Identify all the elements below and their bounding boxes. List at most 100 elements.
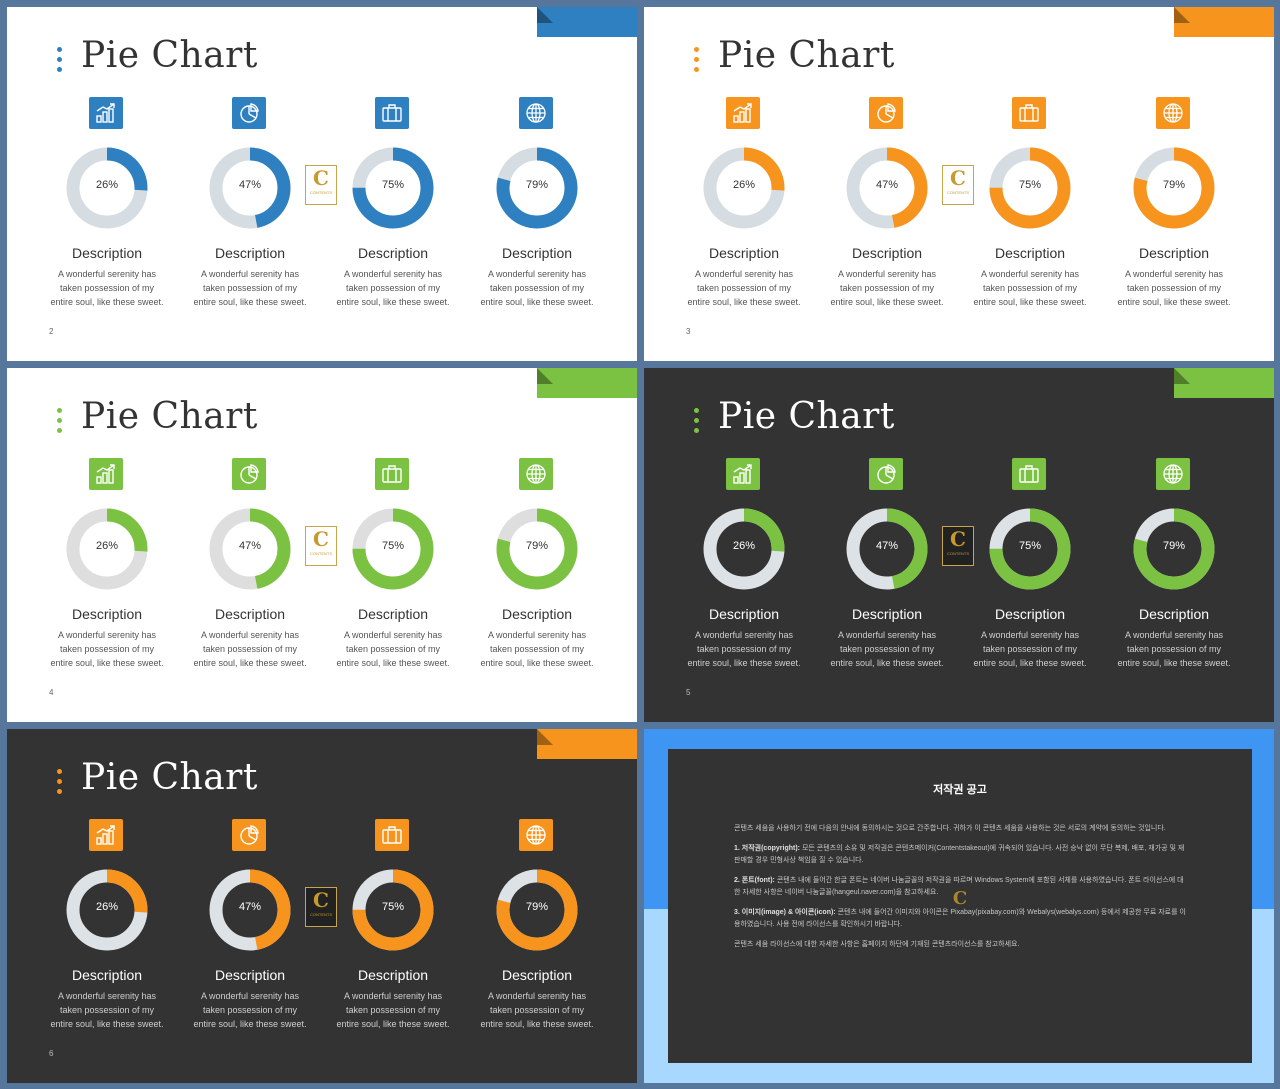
chart-item: 26% Description A wonderful serenity has ta…: [35, 368, 179, 688]
briefcase-icon: [375, 458, 409, 490]
globe-icon: [1156, 458, 1190, 490]
chart-item: 47% Description A wonderful serenity has ta…: [178, 729, 322, 1049]
percent-label: 26%: [95, 540, 119, 552]
corner-ribbon: [537, 368, 637, 398]
description-text: A wonderful serenity has taken possession…: [50, 630, 164, 668]
corner-ribbon: [537, 7, 637, 37]
title-dots: [694, 408, 700, 438]
chart-item: 79% Description A wonderful serenity has ta…: [465, 7, 609, 327]
slide-title: Pie Chart: [718, 396, 895, 437]
description-title: Description: [501, 245, 573, 261]
description-text: A wonderful serenity has taken possession…: [480, 269, 594, 307]
description-text: A wonderful serenity has taken possession…: [193, 991, 307, 1029]
percent-label: 26%: [95, 901, 119, 913]
donut-chart: [66, 869, 148, 951]
contents-logo: C: [952, 888, 968, 909]
description-title: Description: [214, 245, 286, 261]
description-text: A wonderful serenity has taken possession…: [193, 269, 307, 307]
description-title: Description: [1138, 606, 1210, 622]
donut-chart: [989, 147, 1071, 229]
pie-chart-icon: [869, 458, 903, 490]
pie-chart-icon: [232, 819, 266, 851]
percent-label: 79%: [525, 179, 549, 191]
donut-chart: [989, 508, 1071, 590]
description-title: Description: [214, 606, 286, 622]
percent-label: 75%: [381, 901, 405, 913]
slide-title: Pie Chart: [81, 757, 258, 798]
donut-value-arc: [989, 147, 1071, 229]
corner-ribbon: [1174, 7, 1274, 37]
donut-value-arc: [496, 869, 578, 951]
title-dots: [694, 47, 700, 77]
chart-item: 47% Description A wonderful serenity has ta…: [815, 7, 959, 327]
contents-logo: C CONTENTS: [942, 526, 974, 566]
description-text: A wonderful serenity has taken possession…: [1117, 630, 1231, 668]
donut-value-arc: [496, 508, 578, 590]
donut-chart: [352, 147, 434, 229]
copyright-slide: 저작권 공고 C 콘텐츠 세움을 사용하기 전에 다음의 안내에 동의하시는 것으로…: [644, 729, 1274, 1083]
chart-item: 26% Description A wonderful serenity has ta…: [35, 729, 179, 1049]
percent-label: 26%: [95, 179, 119, 191]
page-number: 2: [49, 327, 54, 336]
page-number: 4: [49, 688, 54, 697]
chart-growth-icon: [89, 819, 123, 851]
donut-value-arc: [703, 147, 785, 229]
page-number: 5: [686, 688, 691, 697]
description-text: A wonderful serenity has taken possession…: [480, 991, 594, 1029]
description-text: A wonderful serenity has taken possession…: [1117, 269, 1231, 307]
donut-value-arc: [846, 508, 928, 590]
description-title: Description: [708, 245, 780, 261]
chart-item: 75% Description A wonderful serenity has ta…: [321, 368, 465, 688]
slide-title: Pie Chart: [81, 396, 258, 437]
chart-growth-icon: [726, 97, 760, 129]
chart-item: 47% Description A wonderful serenity has ta…: [178, 368, 322, 688]
description-text: A wonderful serenity has taken possession…: [50, 269, 164, 307]
donut-chart: [496, 147, 578, 229]
donut-value-arc: [66, 508, 148, 590]
description-title: Description: [708, 606, 780, 622]
donut-chart: [846, 147, 928, 229]
percent-label: 79%: [525, 540, 549, 552]
percent-label: 79%: [1162, 540, 1186, 552]
description-text: A wonderful serenity has taken possession…: [687, 269, 801, 307]
chart-item: 79% Description A wonderful serenity has ta…: [465, 729, 609, 1049]
copyright-title: 저작권 공고: [933, 784, 987, 796]
chart-item: 75% Description A wonderful serenity has ta…: [958, 368, 1102, 688]
chart-item: 79% Description A wonderful serenity has ta…: [1102, 7, 1246, 327]
description-text: A wonderful serenity has taken possession…: [687, 630, 801, 668]
percent-label: 75%: [1018, 179, 1042, 191]
description-title: Description: [501, 606, 573, 622]
description-title: Description: [994, 245, 1066, 261]
page-number: 6: [49, 1049, 54, 1058]
description-title: Description: [994, 606, 1066, 622]
donut-value-arc: [209, 147, 291, 229]
description-text: A wonderful serenity has taken possession…: [336, 269, 450, 307]
percent-label: 47%: [238, 901, 262, 913]
donut-value-arc: [496, 147, 578, 229]
donut-chart: [352, 508, 434, 590]
donut-value-arc: [1133, 508, 1215, 590]
donut-value-arc: [66, 147, 148, 229]
chart-growth-icon: [89, 97, 123, 129]
description-title: Description: [71, 606, 143, 622]
corner-ribbon: [537, 729, 637, 759]
copyright-panel: 저작권 공고 C 콘텐츠 세움을 사용하기 전에 다음의 안내에 동의하시는 것으로…: [668, 749, 1252, 1063]
copyright-body: 콘텐츠 세움을 사용하기 전에 다음의 안내에 동의하시는 것으로 간주합니다.…: [734, 823, 1186, 959]
copyright-outro: 콘텐츠 세움 라이선스에 대한 자세한 사항은 홈페이지 하단에 기재된 콘텐츠…: [734, 941, 1020, 948]
contents-logo: C CONTENTS: [305, 526, 337, 566]
slide-2: Pie Chart 26% Description A wonderful seren…: [7, 7, 637, 361]
chart-item: 47% Description A wonderful serenity has ta…: [815, 368, 959, 688]
donut-value-arc: [66, 869, 148, 951]
slide-3: Pie Chart 26% Description A wonderful seren…: [644, 7, 1274, 361]
description-title: Description: [214, 967, 286, 983]
chart-growth-icon: [89, 458, 123, 490]
briefcase-icon: [1012, 458, 1046, 490]
donut-chart: [209, 147, 291, 229]
description-text: A wonderful serenity has taken possession…: [336, 630, 450, 668]
pie-chart-icon: [232, 458, 266, 490]
description-title: Description: [357, 967, 429, 983]
chart-item: 26% Description A wonderful serenity has ta…: [35, 7, 179, 327]
slide-5: Pie Chart 26% Description A wonderful seren…: [644, 368, 1274, 722]
donut-value-arc: [989, 508, 1071, 590]
globe-icon: [519, 819, 553, 851]
